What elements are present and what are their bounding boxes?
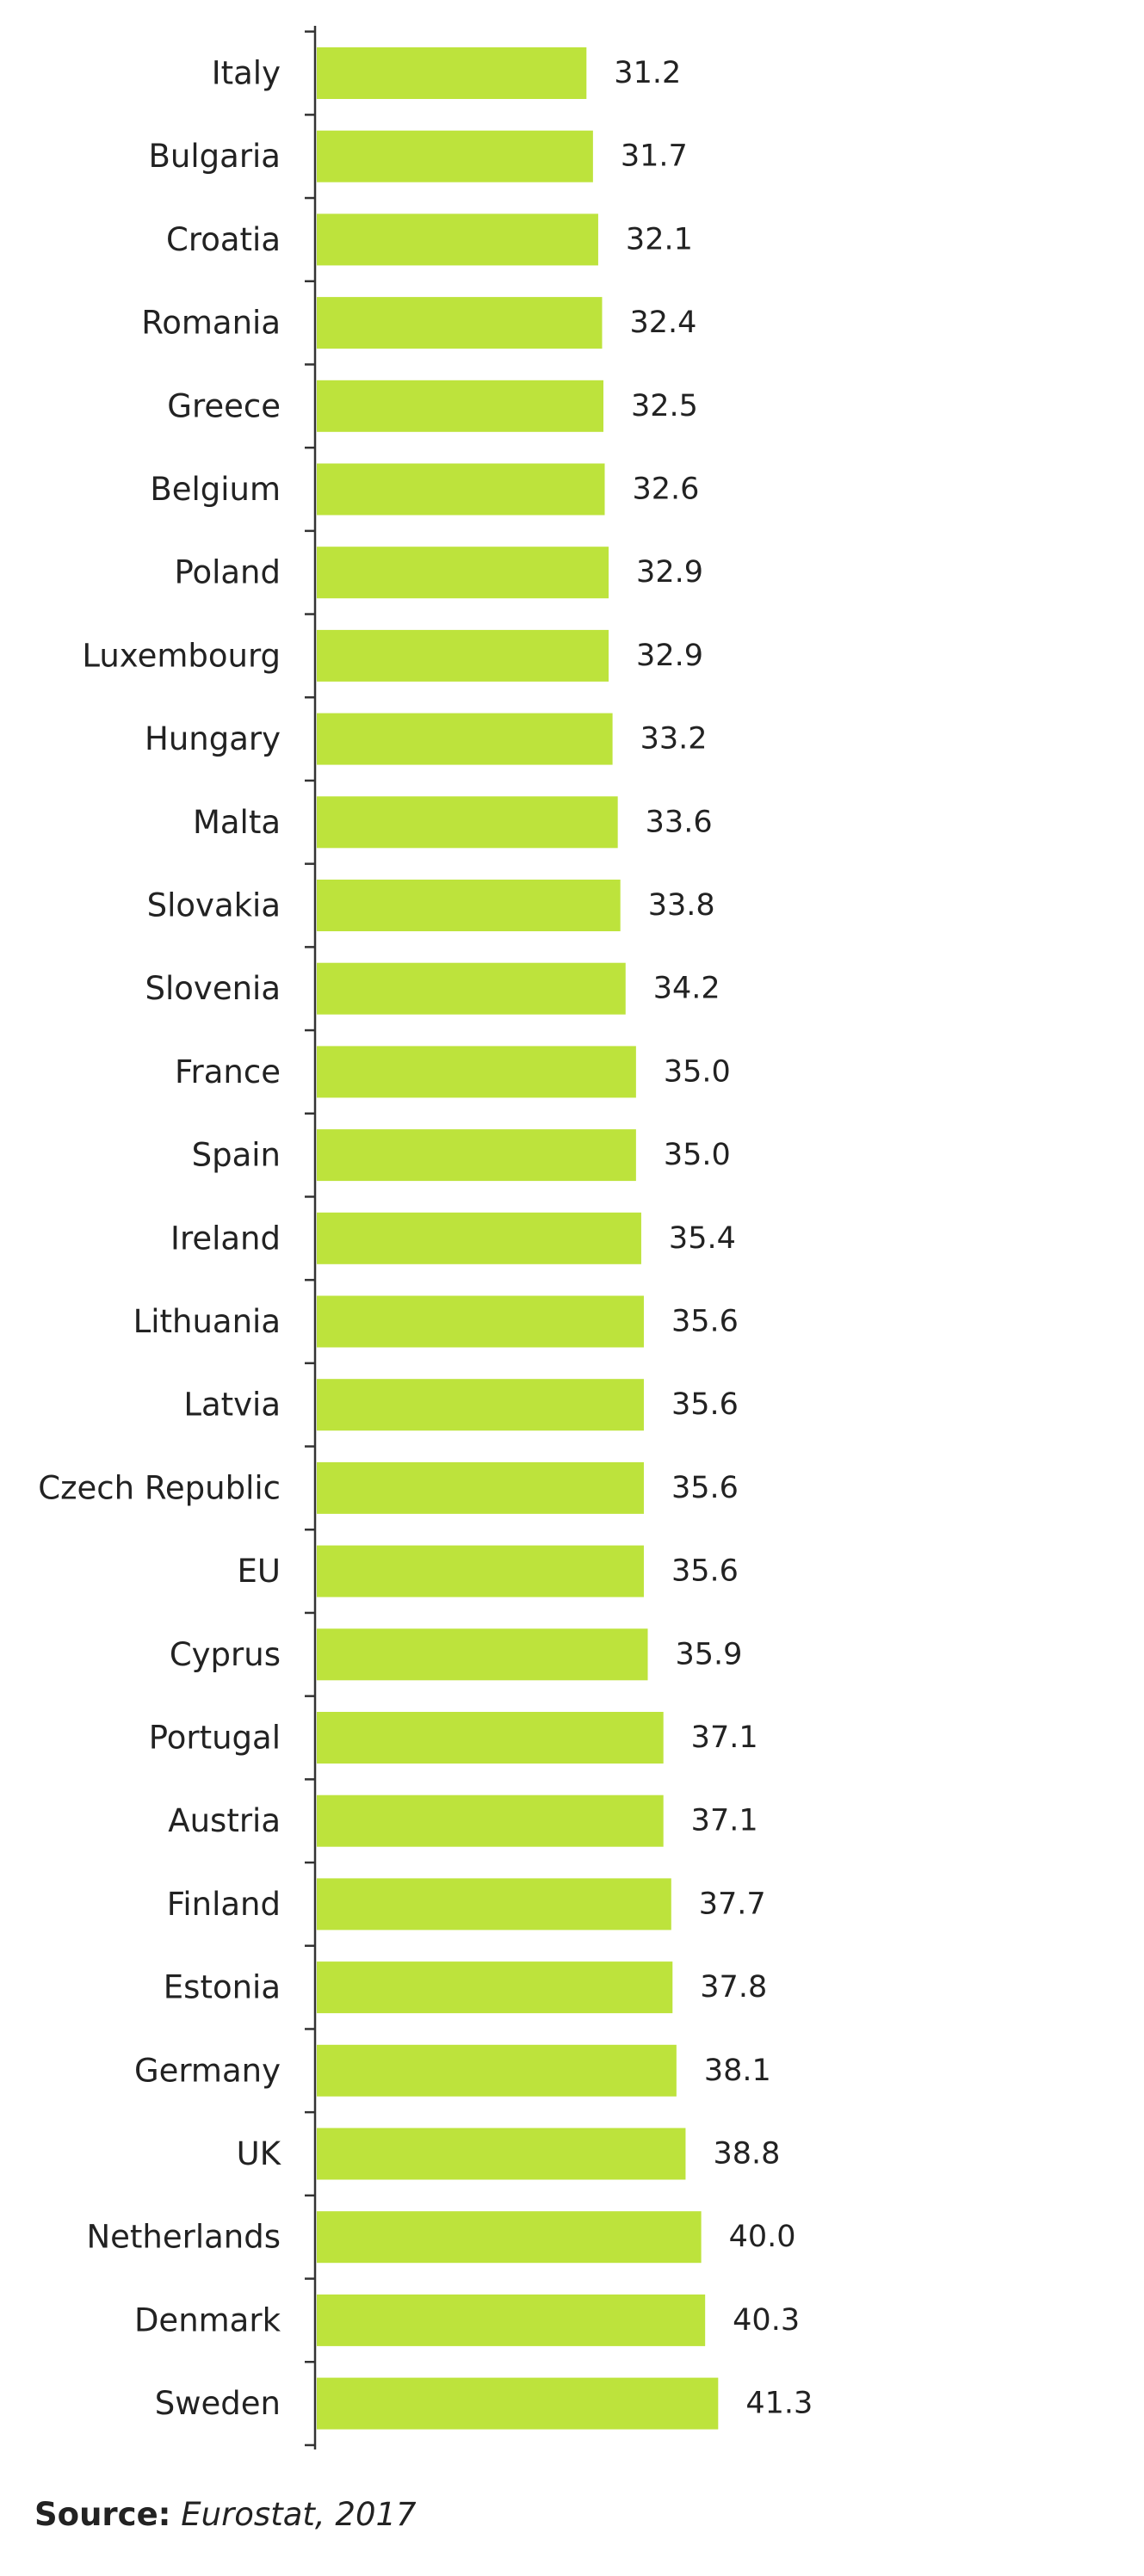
value-label: 35.0 [664,1054,731,1089]
category-label: Portugal [149,1720,281,1757]
category-label: France [175,1053,281,1090]
bar-uk [317,2128,686,2180]
value-label: 32.4 [629,306,696,340]
value-labels: 31.2 31.7 32.1 32.4 32.5 32.6 32.9 32.9 33.2 33.6… [614,56,813,2421]
bars [317,47,719,2430]
value-label: 37.7 [699,1887,766,1921]
value-label: 32.9 [636,639,703,673]
bar-finland [317,1878,671,1930]
value-label: 32.9 [636,555,703,590]
category-label: Germany [134,2052,281,2089]
bar-chart: Italy Bulgaria Croatia Romania Greece Belgium… [38,26,813,2449]
value-label: 38.8 [713,2137,780,2171]
category-label: Bulgaria [149,138,281,175]
bar-hungary [317,713,613,765]
category-label: Cyprus [170,1636,281,1673]
bar-france [317,1046,636,1098]
value-label: 40.3 [733,2303,800,2338]
bar-latvia [317,1379,644,1431]
category-label: Finland [167,1886,281,1923]
value-label: 35.4 [669,1221,736,1256]
category-label: UK [237,2135,282,2172]
category-label: Austria [168,1802,281,1839]
value-label: 32.5 [631,389,698,423]
bar-denmark [317,2294,706,2346]
bar-estonia [317,1961,673,2014]
value-label: 33.8 [648,888,715,923]
category-label: Latvia [183,1387,281,1424]
value-label: 33.6 [646,805,713,839]
category-label: Luxembourg [82,637,281,674]
category-label: Croatia [166,221,281,258]
value-label: 41.3 [745,2387,813,2421]
category-label: Hungary [145,720,281,757]
value-label: 35.6 [671,1554,739,1589]
category-label: Ireland [170,1220,281,1257]
category-label: Greece [167,387,281,424]
value-label: 33.2 [640,722,708,757]
value-label: 35.6 [671,1305,739,1339]
value-label: 37.1 [691,1804,758,1838]
bar-slovakia [317,880,621,931]
value-label: 31.2 [614,56,681,90]
source-text: Eurostat, 2017 [181,2496,417,2533]
category-label: Belgium [150,471,281,508]
bar-germany [317,2044,677,2097]
bar-malta [317,796,618,849]
value-label: 35.9 [676,1637,743,1671]
bar-cyprus [317,1628,648,1681]
bar-bulgaria [317,130,593,182]
value-label: 40.0 [729,2220,796,2254]
category-label: Lithuania [133,1303,281,1340]
bar-greece [317,380,603,432]
source-label: Source: [34,2496,171,2533]
category-label: Czech Republic [38,1469,281,1506]
bar-croatia [317,213,598,266]
category-label: Spain [192,1137,281,1174]
axis-ticks [305,30,315,2447]
bar-spain [317,1129,636,1182]
value-label: 35.0 [664,1138,731,1172]
bar-romania [317,297,603,349]
bar-ireland [317,1212,641,1264]
category-labels: Italy Bulgaria Croatia Romania Greece Belgium… [38,55,281,2423]
value-label: 35.6 [671,1471,739,1505]
value-label: 31.7 [621,139,688,174]
category-label: EU [238,1553,281,1590]
bar-netherlands [317,2211,702,2264]
value-label: 34.2 [653,972,720,1006]
value-label: 32.1 [626,222,693,256]
bar-slovenia [317,962,626,1015]
bar-portugal [317,1712,664,1764]
category-label: Malta [193,804,281,841]
value-label: 37.8 [700,1970,767,2005]
category-label: Netherlands [86,2219,281,2256]
category-label: Estonia [164,1969,281,2006]
category-label: Italy [212,55,281,92]
bar-austria [317,1795,664,1847]
value-label: 38.1 [704,2054,771,2088]
bar-belgium [317,463,605,516]
bar-sweden [317,2377,719,2430]
category-label: Slovenia [145,970,281,1007]
bar-eu [317,1545,644,1597]
category-label: Denmark [134,2301,281,2338]
bar-italy [317,47,587,99]
value-label: 32.6 [633,473,700,507]
bar-poland [317,547,609,599]
category-label: Romania [141,305,281,342]
category-label: Sweden [155,2385,281,2422]
bar-lithuania [317,1295,644,1348]
category-label: Slovakia [147,887,281,924]
source-note: Source: Eurostat, 2017 [34,2496,417,2533]
bar-luxembourg [317,629,609,682]
value-label: 37.1 [691,1720,758,1755]
value-label: 35.6 [671,1387,739,1422]
category-label: Poland [174,554,281,591]
bar-czech-republic [317,1461,644,1514]
